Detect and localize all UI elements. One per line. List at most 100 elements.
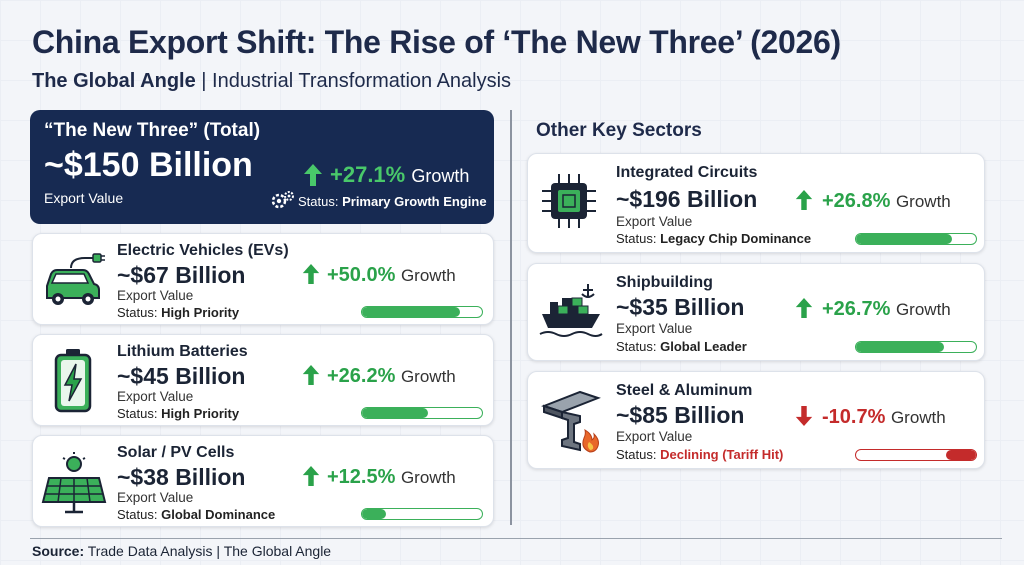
ship-growth-word: Growth bbox=[895, 300, 951, 319]
hero-sub: Export Value bbox=[44, 190, 124, 206]
hero-label: “The New Three” (Total) bbox=[44, 120, 261, 141]
other-sectors-title: Other Key Sectors bbox=[536, 120, 702, 141]
ship-growth: +26.7% Growth bbox=[822, 298, 951, 321]
battery-icon bbox=[54, 349, 92, 413]
ship-status-bar bbox=[855, 341, 977, 353]
steel-status-bar-fill bbox=[946, 450, 976, 460]
steel-sub: Export Value bbox=[616, 429, 693, 444]
hero-value: ~$150 Billion bbox=[44, 146, 253, 184]
lithium-growth-word: Growth bbox=[400, 367, 456, 386]
ic-sub: Export Value bbox=[616, 214, 693, 229]
lithium-growth-value: +26.2% bbox=[327, 365, 396, 387]
brand-name: The Global Angle bbox=[32, 70, 196, 92]
solar-growth-word: Growth bbox=[400, 468, 456, 487]
steel-name: Steel & Aluminum bbox=[616, 382, 753, 399]
ev-growth-word: Growth bbox=[400, 266, 456, 285]
ic-status-value: Legacy Chip Dominance bbox=[660, 231, 812, 246]
source-text: Trade Data Analysis | The Global Angle bbox=[87, 543, 332, 559]
integrated-circuits-card: Integrated Circuits ~$196 Billion Export… bbox=[527, 153, 985, 253]
steel-beam-icon bbox=[541, 390, 601, 453]
down-arrow-icon bbox=[795, 406, 813, 426]
ev-growth-value: +50.0% bbox=[327, 264, 396, 286]
ic-value: ~$196 Billion bbox=[616, 186, 758, 212]
column-divider bbox=[510, 110, 512, 525]
ev-status: Status: High Priority bbox=[117, 305, 239, 320]
up-arrow-icon bbox=[302, 365, 320, 385]
lithium-name: Lithium Batteries bbox=[117, 343, 248, 360]
page-subtitle: The Global Angle | Industrial Transforma… bbox=[32, 70, 511, 93]
ship-name: Shipbuilding bbox=[616, 274, 713, 291]
subtitle-separator: | bbox=[195, 70, 213, 92]
lithium-status-bar-fill bbox=[362, 408, 428, 418]
steel-status-prefix: Status: bbox=[616, 447, 657, 462]
steel-value: ~$85 Billion bbox=[616, 402, 745, 428]
hero-status-prefix: Status: bbox=[298, 194, 339, 209]
ic-status-bar-fill bbox=[856, 234, 952, 244]
ev-status-bar bbox=[361, 306, 483, 318]
hero-status: Status: Primary Growth Engine bbox=[298, 194, 487, 209]
lithium-card: Lithium Batteries ~$45 Billion Export Va… bbox=[32, 334, 494, 426]
hero-growth-value: +27.1% bbox=[330, 162, 406, 187]
source-label: Source: bbox=[32, 543, 85, 559]
ship-growth-value: +26.7% bbox=[822, 298, 891, 320]
hero-growth-word: Growth bbox=[411, 166, 470, 186]
lithium-sub: Export Value bbox=[117, 389, 194, 404]
ic-growth: +26.8% Growth bbox=[822, 190, 951, 213]
solar-card: Solar / PV Cells ~$38 Billion Export Val… bbox=[32, 435, 494, 527]
shipbuilding-card: Shipbuilding ~$35 Billion Export Value S… bbox=[527, 263, 985, 361]
footer-divider bbox=[30, 538, 1002, 539]
ic-status-bar bbox=[855, 233, 977, 245]
steel-status-value: Declining (Tariff Hit) bbox=[660, 447, 784, 462]
steel-growth: -10.7% Growth bbox=[822, 406, 946, 429]
solar-growth-value: +12.5% bbox=[327, 466, 396, 488]
subtitle-text: Industrial Transformation Analysis bbox=[212, 70, 512, 92]
steel-status-bar bbox=[855, 449, 977, 461]
ev-status-value: High Priority bbox=[161, 305, 240, 320]
hero-status-value: Primary Growth Engine bbox=[342, 194, 487, 209]
lithium-status-prefix: Status: bbox=[117, 406, 158, 421]
ic-name: Integrated Circuits bbox=[616, 164, 758, 181]
ic-growth-value: +26.8% bbox=[822, 190, 891, 212]
lithium-status: Status: High Priority bbox=[117, 406, 239, 421]
up-arrow-icon bbox=[302, 466, 320, 486]
cargo-ship-icon bbox=[539, 284, 603, 337]
ic-status-prefix: Status: bbox=[616, 231, 657, 246]
ev-status-bar-fill bbox=[362, 307, 461, 317]
ev-sub: Export Value bbox=[117, 288, 194, 303]
ship-status-value: Global Leader bbox=[660, 339, 747, 354]
solar-status-bar bbox=[361, 508, 483, 520]
steel-status: Status: Declining (Tariff Hit) bbox=[616, 447, 783, 462]
up-arrow-icon bbox=[302, 264, 320, 284]
ev-status-prefix: Status: bbox=[117, 305, 158, 320]
ship-status-prefix: Status: bbox=[616, 339, 657, 354]
gears-icon bbox=[271, 191, 294, 209]
lithium-status-bar bbox=[361, 407, 483, 419]
new-three-total-card: “The New Three” (Total) ~$150 Billion Ex… bbox=[30, 110, 494, 224]
up-arrow-icon bbox=[795, 298, 813, 318]
lithium-growth: +26.2% Growth bbox=[327, 365, 456, 388]
ic-growth-word: Growth bbox=[895, 192, 951, 211]
solar-status-bar-fill bbox=[362, 509, 386, 519]
ship-value: ~$35 Billion bbox=[616, 294, 745, 320]
solar-status-value: Global Dominance bbox=[161, 507, 276, 522]
solar-value: ~$38 Billion bbox=[117, 464, 246, 490]
ship-sub: Export Value bbox=[616, 321, 693, 336]
solar-status-prefix: Status: bbox=[117, 507, 158, 522]
solar-name: Solar / PV Cells bbox=[117, 444, 235, 461]
solar-panel-icon bbox=[41, 452, 107, 514]
lithium-status-value: High Priority bbox=[161, 406, 240, 421]
steel-growth-word: Growth bbox=[890, 408, 946, 427]
ev-value: ~$67 Billion bbox=[117, 262, 246, 288]
up-arrow-icon bbox=[795, 190, 813, 210]
ev-card: Electric Vehicles (EVs) ~$67 Billion Exp… bbox=[32, 233, 494, 325]
page-title: China Export Shift: The Rise of ‘The New… bbox=[32, 24, 841, 60]
ship-status-bar-fill bbox=[856, 342, 944, 352]
ic-status: Status: Legacy Chip Dominance bbox=[616, 231, 811, 246]
solar-growth: +12.5% Growth bbox=[327, 466, 456, 489]
electric-car-icon bbox=[46, 253, 105, 305]
hero-growth: +27.1% Growth bbox=[330, 162, 469, 188]
ev-growth: +50.0% Growth bbox=[327, 264, 456, 287]
microchip-icon bbox=[542, 174, 596, 228]
solar-sub: Export Value bbox=[117, 490, 194, 505]
solar-status: Status: Global Dominance bbox=[117, 507, 275, 522]
